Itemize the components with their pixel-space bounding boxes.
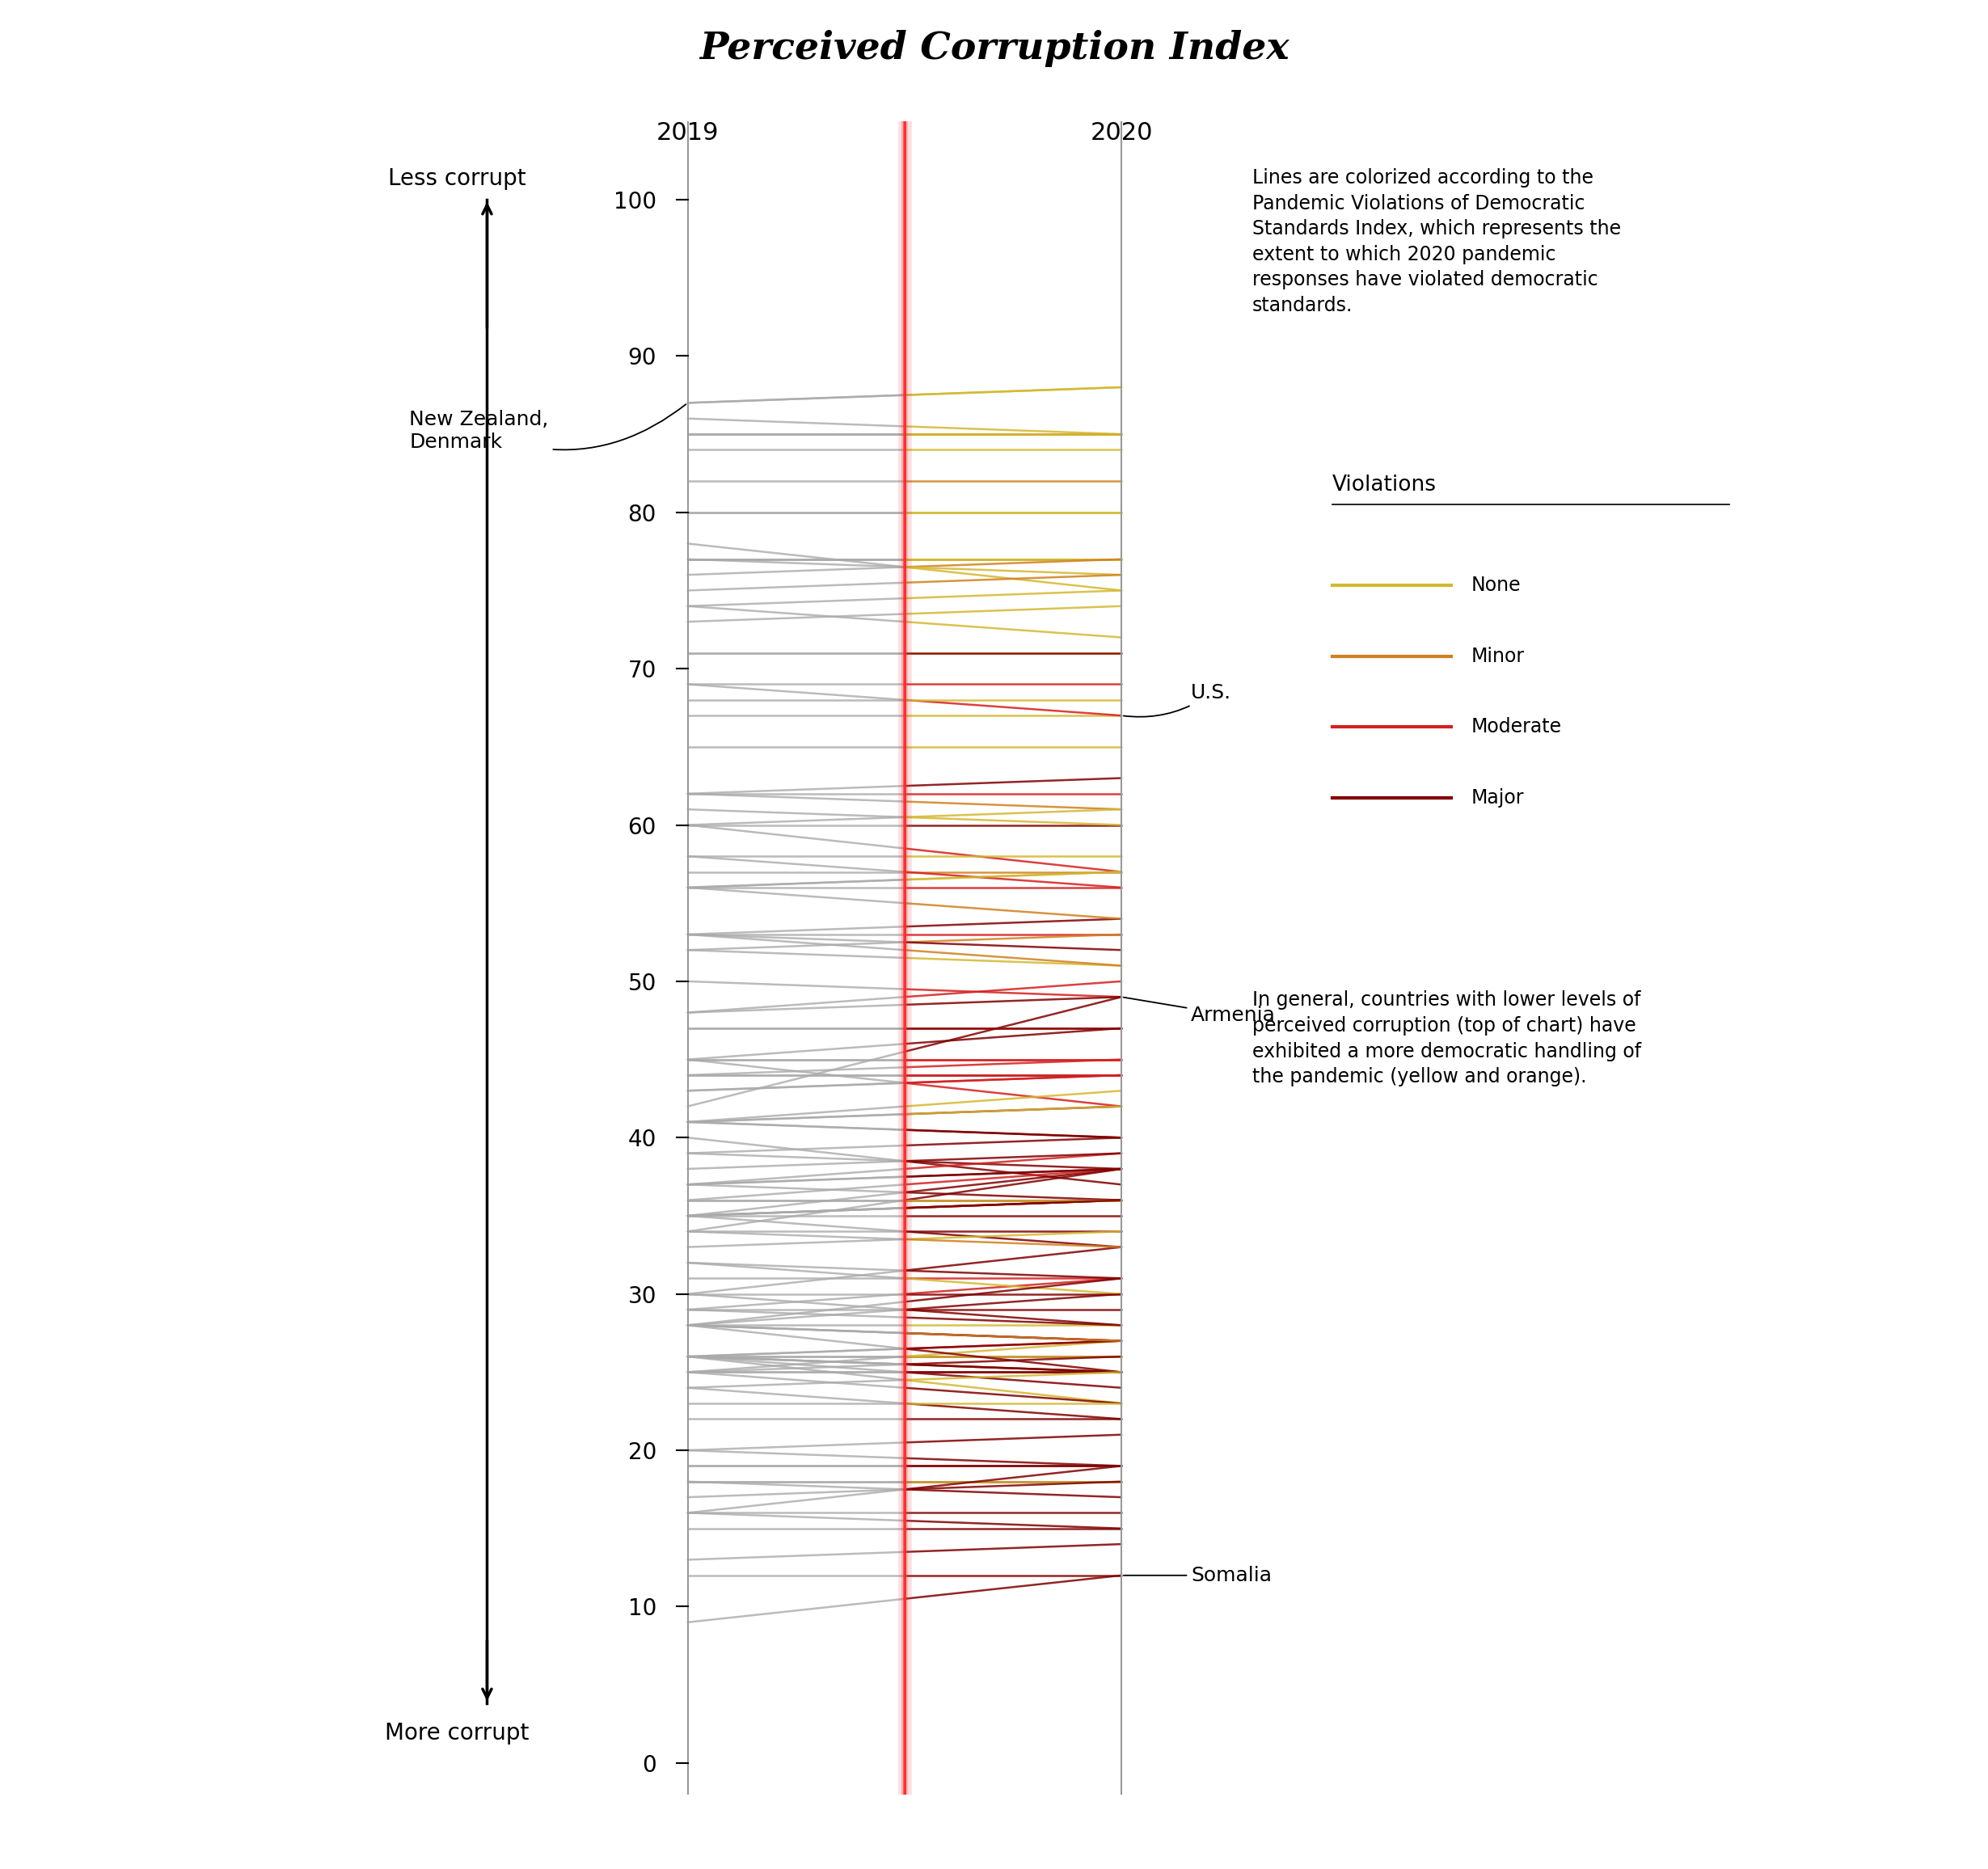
Text: Minor: Minor <box>1471 647 1525 665</box>
Text: U.S.: U.S. <box>1123 684 1231 718</box>
Text: Major: Major <box>1471 789 1525 807</box>
Text: Perceived Corruption Index: Perceived Corruption Index <box>700 30 1288 67</box>
Text: More corrupt: More corrupt <box>386 1721 529 1744</box>
Text: Violations: Violations <box>1332 475 1435 495</box>
Text: Armenia: Armenia <box>1123 998 1276 1026</box>
Text: Somalia: Somalia <box>1123 1566 1272 1585</box>
Text: In general, countries with lower levels of
perceived corruption (top of chart) h: In general, countries with lower levels … <box>1252 991 1642 1086</box>
Text: 2020: 2020 <box>1089 121 1153 146</box>
Text: 2019: 2019 <box>656 121 720 146</box>
Text: None: None <box>1471 576 1521 594</box>
Text: New Zealand,
Denmark: New Zealand, Denmark <box>410 404 686 452</box>
Text: Less corrupt: Less corrupt <box>388 168 527 191</box>
Text: Lines are colorized according to the
Pandemic Violations of Democratic
Standards: Lines are colorized according to the Pan… <box>1252 168 1620 316</box>
Text: Moderate: Moderate <box>1471 718 1563 736</box>
